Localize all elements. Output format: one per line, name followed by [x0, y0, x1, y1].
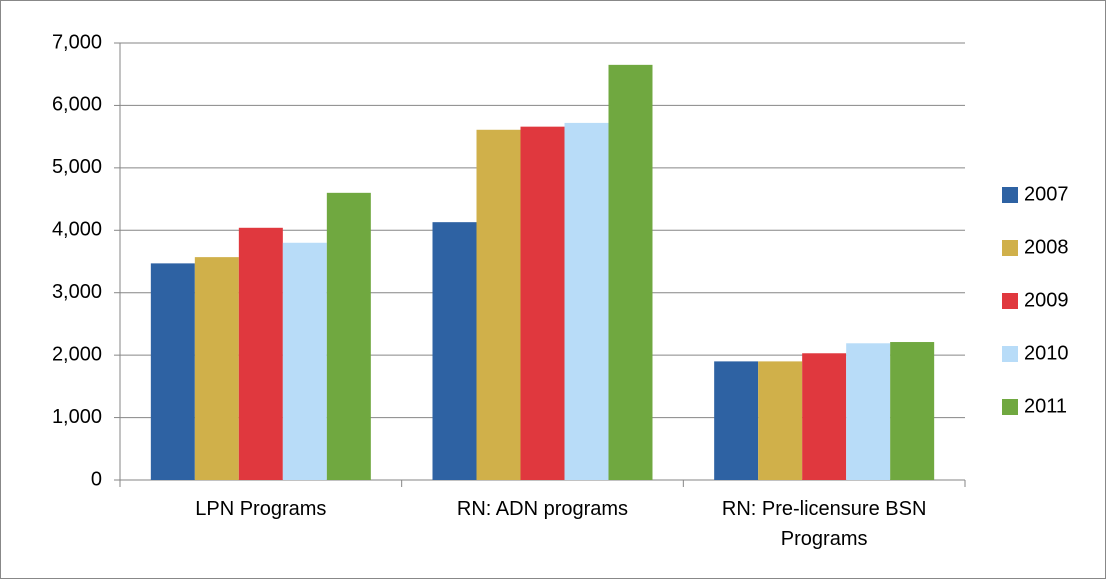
legend-label: 2011	[1024, 395, 1067, 417]
bar	[238, 227, 283, 480]
legend-swatch	[1002, 399, 1018, 415]
legend-label: 2007	[1024, 183, 1069, 205]
bar	[150, 263, 195, 480]
y-tick-label: 3,000	[52, 281, 102, 303]
bar	[802, 353, 847, 480]
legend-label: 2009	[1024, 289, 1069, 311]
bar	[758, 361, 803, 480]
bar	[846, 343, 891, 480]
bar	[520, 126, 565, 480]
legend-swatch	[1002, 293, 1018, 309]
x-tick-label: RN: Pre-licensure BSN Programs	[721, 498, 927, 550]
y-tick-label: 6,000	[52, 94, 102, 116]
y-tick-label: 0	[91, 468, 102, 490]
y-tick-label: 7,000	[52, 31, 102, 53]
bar	[890, 342, 935, 480]
y-tick-label: 4,000	[52, 219, 102, 241]
legend-label: 2010	[1024, 342, 1069, 364]
x-tick-label: LPN Programs	[195, 498, 327, 520]
bar	[282, 242, 327, 480]
bar	[432, 222, 477, 481]
y-tick-label: 5,000	[52, 156, 102, 178]
x-tick-label: RN: ADN programs	[456, 498, 629, 520]
bar	[608, 64, 653, 480]
bar	[326, 192, 371, 481]
bar	[564, 122, 609, 480]
legend-swatch	[1002, 240, 1018, 256]
bar	[194, 257, 239, 480]
bar	[714, 361, 759, 480]
y-tick-label: 2,000	[52, 343, 102, 365]
y-tick-label: 1,000	[52, 406, 102, 428]
legend-label: 2008	[1024, 236, 1069, 258]
legend-swatch	[1002, 346, 1018, 362]
legend-swatch	[1002, 187, 1018, 203]
bar	[476, 129, 521, 481]
